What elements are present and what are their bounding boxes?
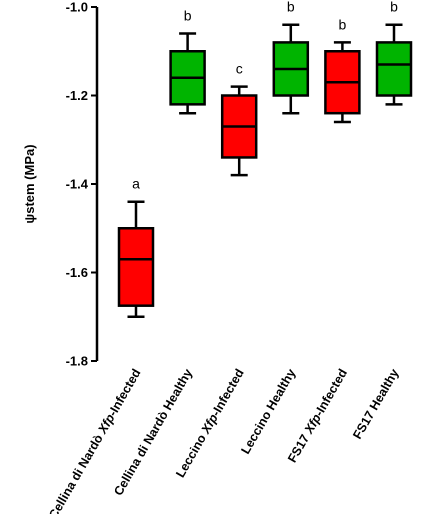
y-tick-label: -1.8 — [66, 354, 88, 369]
significance-letter: a — [132, 176, 140, 192]
x-tick-label-text: FS17 Healthy — [350, 366, 401, 441]
x-tick-label: Cellina di Nardò Xfp-Infected — [46, 367, 144, 514]
x-tick-label-text: Cellina di Nardò — [46, 429, 107, 514]
y-tick-label: -1.0 — [66, 0, 88, 15]
boxes: a b c b b b — [117, 0, 413, 318]
significance-letter: b — [184, 8, 192, 24]
box-group: b — [169, 8, 206, 115]
significance-letter: b — [287, 0, 295, 15]
box-iqr — [375, 41, 413, 97]
axes: -1.0 -1.2 -1.4 -1.6 -1.8 ψstem (MPa) — [22, 0, 99, 369]
x-tick-label: FS17 Xfp-Infected — [285, 367, 350, 465]
significance-letter: c — [236, 61, 243, 77]
y-axis-label: ψstem (MPa) — [22, 144, 37, 223]
x-tick-label-suffix: -Infected — [105, 367, 143, 419]
x-tick-label: Leccino Healthy — [238, 366, 298, 456]
significance-letter: b — [339, 16, 347, 32]
x-tick-label-text: Leccino — [173, 429, 210, 480]
x-tick-label-suffix: -Infected — [209, 367, 247, 419]
box-group: b — [272, 0, 310, 115]
x-tick-label-text: Leccino Healthy — [238, 366, 298, 456]
x-tick-label-suffix: -Infected — [312, 367, 350, 419]
box-iqr — [117, 227, 155, 307]
y-tick-label: -1.4 — [66, 177, 89, 192]
box-group: a — [117, 176, 155, 318]
y-tick-label: -1.2 — [66, 88, 88, 103]
box-group: b — [324, 16, 361, 124]
box-group: b — [375, 0, 413, 106]
x-tick-label: FS17 Healthy — [350, 366, 401, 441]
box-group: c — [220, 61, 258, 177]
y-tick-label: -1.6 — [66, 265, 88, 280]
y-ticks: -1.0 -1.2 -1.4 -1.6 -1.8 — [66, 0, 97, 369]
significance-letter: b — [390, 0, 398, 15]
